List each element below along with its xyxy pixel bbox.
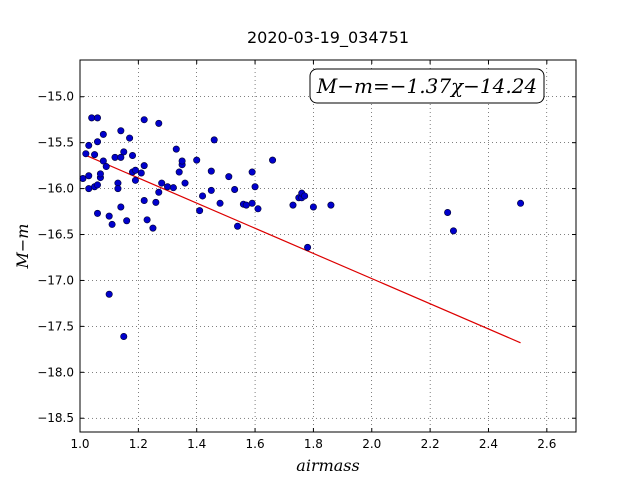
data-point: [91, 151, 99, 159]
data-point: [140, 162, 148, 170]
y-tick-label: −18.0: [37, 365, 74, 379]
data-point: [117, 153, 125, 161]
data-point: [96, 170, 104, 178]
data-points: [79, 114, 525, 340]
y-tick-label: −16.5: [37, 228, 74, 242]
data-point: [79, 174, 87, 182]
data-point: [120, 148, 128, 156]
axis-ticks: 1.0 1.2 1.4 1.6 1.8 2.0 2.2 2.4 2.6 −15.0 −15.5 −16…: [37, 60, 576, 451]
data-point: [105, 290, 113, 298]
data-point: [169, 184, 177, 192]
data-point: [126, 134, 134, 142]
data-point: [234, 222, 242, 230]
data-point: [88, 114, 96, 122]
data-point: [94, 209, 102, 217]
data-point: [99, 130, 107, 138]
data-point: [164, 183, 172, 191]
data-point: [155, 119, 163, 127]
data-point: [94, 181, 102, 189]
data-point: [131, 166, 139, 174]
data-point: [444, 208, 452, 216]
y-axis-label: M−m: [13, 224, 32, 270]
data-point: [207, 186, 215, 194]
data-point: [242, 201, 250, 209]
data-point: [231, 186, 239, 194]
data-point: [85, 185, 93, 193]
x-axis-label: airmass: [296, 456, 359, 475]
data-point: [248, 168, 256, 176]
chart-title: 2020-03-19_034751: [247, 28, 409, 48]
data-point: [102, 163, 110, 171]
data-point: [196, 207, 204, 215]
x-tick-label: 2.6: [537, 437, 556, 451]
data-point: [289, 201, 297, 209]
y-tick-label: −15.5: [37, 136, 74, 150]
fit-line-layer: [85, 154, 521, 344]
data-point: [94, 114, 102, 122]
data-point: [149, 224, 157, 232]
y-tick-label: −17.5: [37, 319, 74, 333]
data-point: [309, 203, 317, 211]
x-tick-label: 1.2: [129, 437, 148, 451]
data-point: [123, 217, 131, 225]
data-point: [120, 332, 128, 340]
data-point: [225, 173, 233, 181]
data-point: [108, 220, 116, 228]
equation-box: M−m=−1.37χ−14.24: [309, 68, 545, 104]
data-point: [327, 201, 335, 209]
plot-frame: [79, 59, 577, 433]
data-point: [105, 212, 113, 220]
data-point: [114, 185, 122, 193]
data-point: [143, 216, 151, 224]
y-tick-label: −17.0: [37, 273, 74, 287]
data-point: [210, 136, 218, 144]
y-tick-label: −16.0: [37, 182, 74, 196]
x-tick-label: 1.4: [187, 437, 206, 451]
data-point: [301, 192, 309, 200]
data-point: [304, 243, 312, 251]
data-point: [175, 168, 183, 176]
data-point: [207, 167, 215, 175]
data-point: [251, 183, 259, 191]
y-tick-label: −18.5: [37, 411, 74, 425]
data-point: [111, 153, 119, 161]
x-tick-label: 2.2: [421, 437, 440, 451]
data-point: [193, 156, 201, 164]
data-point: [99, 157, 107, 165]
data-point: [172, 145, 180, 153]
data-point: [199, 192, 207, 200]
data-point: [137, 169, 145, 177]
x-tick-label: 1.8: [304, 437, 323, 451]
data-point: [85, 172, 93, 180]
data-point: [158, 179, 166, 187]
data-point: [82, 150, 90, 158]
data-point: [129, 152, 137, 160]
equation-box-frame: [309, 68, 545, 104]
data-point: [216, 199, 224, 207]
data-point: [517, 199, 525, 207]
data-point: [94, 138, 102, 146]
data-point: [248, 199, 256, 207]
data-point: [181, 179, 189, 187]
data-point: [152, 198, 160, 206]
x-tick-label: 1.6: [246, 437, 265, 451]
data-point: [254, 205, 262, 213]
data-point: [117, 203, 125, 211]
data-point: [155, 188, 163, 196]
data-point: [449, 227, 457, 235]
x-tick-label: 2.0: [362, 437, 381, 451]
y-tick-label: −15.0: [37, 90, 74, 104]
fit-line: [85, 154, 521, 344]
data-point: [117, 127, 125, 135]
x-tick-label: 1.0: [70, 437, 89, 451]
data-point: [140, 197, 148, 205]
data-point: [131, 176, 139, 184]
data-point: [85, 141, 93, 149]
data-point: [140, 116, 148, 124]
data-point: [178, 157, 186, 165]
fit-equation: M−m=−1.37χ−14.24: [316, 74, 537, 98]
data-point: [269, 156, 277, 164]
x-tick-label: 2.4: [479, 437, 498, 451]
